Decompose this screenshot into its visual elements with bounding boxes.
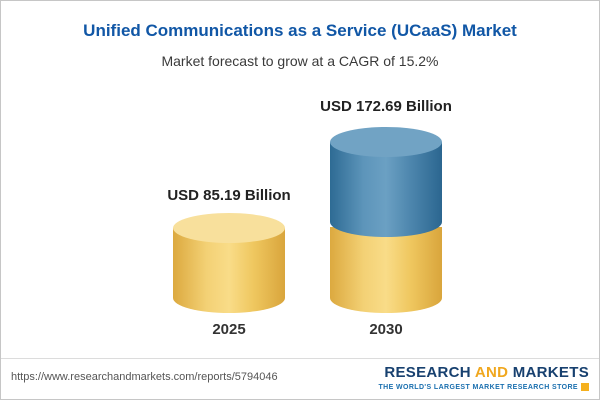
bar-2030-top-ellipse bbox=[330, 127, 442, 157]
value-label-2025: USD 85.19 Billion bbox=[167, 187, 291, 204]
report-url: https://www.researchandmarkets.com/repor… bbox=[11, 371, 278, 383]
research-and-markets-logo: RESEARCH AND MARKETS THE WORLD'S LARGEST… bbox=[378, 364, 589, 391]
axis-label-2025: 2025 bbox=[212, 321, 246, 338]
logo-wordmark: RESEARCH AND MARKETS bbox=[378, 364, 589, 381]
bar-2030 bbox=[330, 127, 442, 317]
logo-word-markets: MARKETS bbox=[512, 364, 589, 381]
value-label-2030: USD 172.69 Billion bbox=[320, 98, 452, 115]
bar-2030-bottom-segment bbox=[330, 227, 442, 313]
logo-word-and: AND bbox=[474, 364, 509, 381]
logo-accent-square bbox=[581, 383, 589, 391]
footer-bar: https://www.researchandmarkets.com/repor… bbox=[1, 358, 599, 399]
logo-tagline-row: THE WORLD'S LARGEST MARKET RESEARCH STOR… bbox=[378, 383, 589, 391]
bar-2025 bbox=[173, 213, 285, 399]
bar-2025-top-ellipse bbox=[173, 213, 285, 243]
page-title: Unified Communications as a Service (UCa… bbox=[83, 21, 517, 40]
logo-word-research: RESEARCH bbox=[384, 364, 471, 381]
axis-label-2030: 2030 bbox=[369, 321, 403, 338]
page-subtitle: Market forecast to grow at a CAGR of 15.… bbox=[161, 53, 439, 69]
logo-tagline: THE WORLD'S LARGEST MARKET RESEARCH STOR… bbox=[378, 383, 578, 391]
bar-2030-top-segment bbox=[330, 142, 442, 237]
